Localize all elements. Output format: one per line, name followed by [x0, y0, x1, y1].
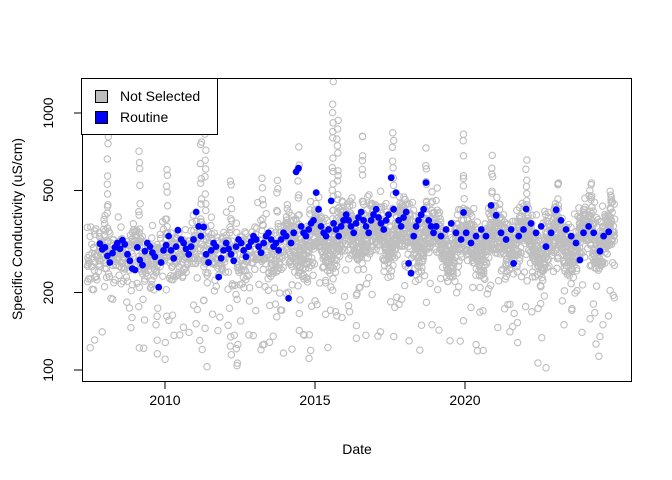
x-tick-label: 2020 — [449, 392, 480, 408]
y-tick-label: 100 — [40, 358, 56, 382]
y-axis-title: Specific Conductivity (uS/cm) — [9, 138, 25, 320]
axis-ticks — [74, 112, 466, 389]
legend-row-not-selected: Not Selected — [95, 88, 217, 105]
legend-row-routine: Routine — [95, 109, 217, 126]
y-tick-label: 500 — [40, 178, 56, 202]
x-tick-labels: 2010 2015 2020 — [149, 392, 480, 408]
y-tick-label: 200 — [40, 281, 56, 305]
legend-label-not-selected: Not Selected — [120, 88, 201, 104]
routine-swatch-icon — [95, 110, 108, 124]
not-selected-swatch-icon — [95, 89, 108, 103]
y-tick-labels: 100 200 500 1000 — [40, 97, 56, 381]
x-tick-label: 2010 — [149, 392, 180, 408]
x-axis-title: Date — [342, 441, 372, 457]
x-tick-label: 2015 — [299, 392, 330, 408]
legend-label-routine: Routine — [120, 109, 169, 125]
series-routine-points — [96, 164, 613, 302]
plot-box — [82, 78, 632, 382]
y-tick-label: 1000 — [40, 97, 56, 128]
legend: Not Selected Routine — [81, 78, 218, 135]
